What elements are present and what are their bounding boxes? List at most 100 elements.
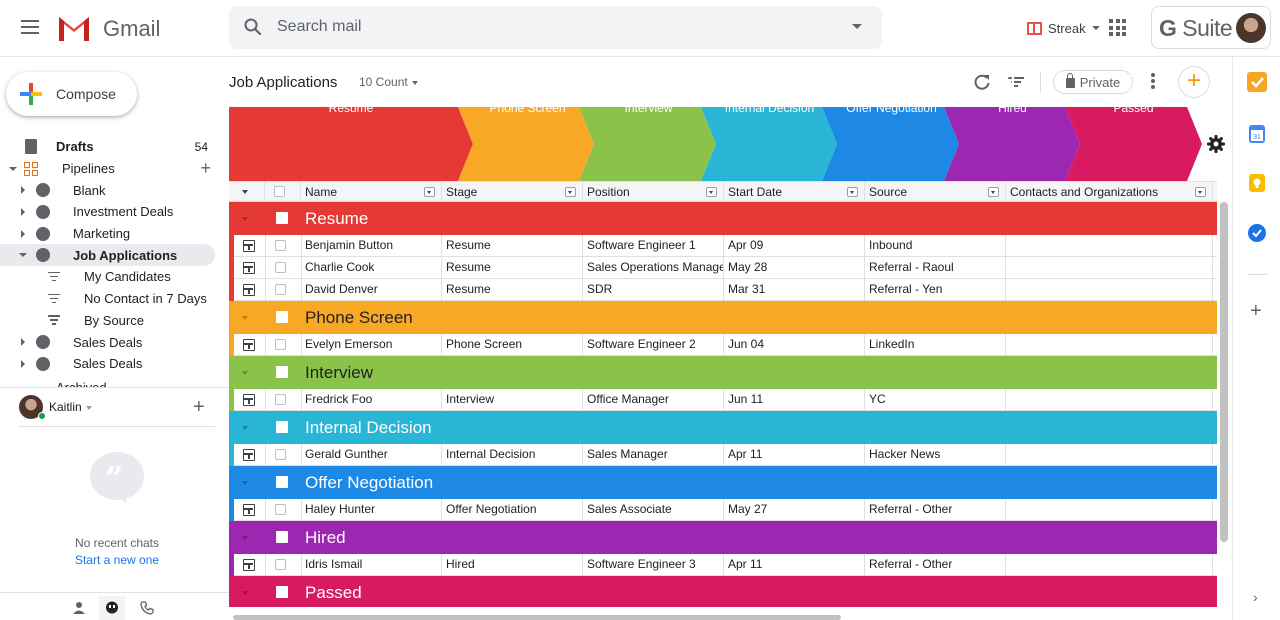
stage-internal-decision[interactable]: 1 Internal Decision <box>707 57 832 131</box>
stage-phone-screen[interactable]: 1 Phone Screen <box>465 57 590 131</box>
pipeline-settings-button[interactable] <box>1199 107 1232 181</box>
vertical-scrollbar[interactable] <box>1220 202 1228 542</box>
stage-arrow-internal-decision[interactable] <box>701 107 837 181</box>
cell-position[interactable]: Software Engineer 3 <box>583 554 724 576</box>
cell-stage[interactable]: Resume <box>442 279 583 301</box>
cell-stage[interactable]: Phone Screen <box>442 334 583 356</box>
column-menu-icon[interactable] <box>565 187 576 197</box>
group-checkbox[interactable] <box>276 311 288 323</box>
table-row[interactable]: Idris Ismail Hired Software Engineer 3 A… <box>229 554 1217 576</box>
nav-item-drafts[interactable]: Drafts 54 <box>0 136 229 158</box>
apps-grid-icon[interactable] <box>1109 19 1126 36</box>
chevron-right-icon[interactable] <box>21 359 25 368</box>
cell-name[interactable]: Gerald Gunther <box>301 444 442 466</box>
cell-position[interactable]: Sales Manager <box>583 444 724 466</box>
chevron-down-icon[interactable] <box>242 481 248 485</box>
open-box-icon[interactable] <box>243 394 255 406</box>
horizontal-scrollbar[interactable] <box>233 615 841 620</box>
chevron-right-icon[interactable] <box>21 229 25 238</box>
row-checkbox[interactable] <box>275 504 286 515</box>
contacts-tab[interactable] <box>66 596 92 620</box>
open-box-icon[interactable] <box>243 284 255 296</box>
stage-arrow-interview[interactable] <box>579 107 716 181</box>
cell-contacts[interactable] <box>1006 279 1213 301</box>
row-checkbox[interactable] <box>275 284 286 295</box>
group-checkbox[interactable] <box>276 476 288 488</box>
cell-source[interactable]: Inbound <box>865 235 1006 257</box>
cell-contacts[interactable] <box>1006 334 1213 356</box>
header-expand-cell[interactable] <box>229 182 265 203</box>
cell-start-date[interactable]: Apr 11 <box>724 554 865 576</box>
keep-icon[interactable] <box>1249 174 1265 192</box>
chevron-down-icon[interactable] <box>242 371 248 375</box>
cell-start-date[interactable]: Apr 11 <box>724 444 865 466</box>
row-checkbox[interactable] <box>275 559 286 570</box>
row-checkbox[interactable] <box>275 394 286 405</box>
cell-name[interactable]: Idris Ismail <box>301 554 442 576</box>
row-checkbox[interactable] <box>275 339 286 350</box>
cell-source[interactable]: Referral - Other <box>865 499 1006 521</box>
cell-stage[interactable]: Hired <box>442 554 583 576</box>
chevron-right-icon[interactable]: › <box>1253 589 1258 605</box>
stage-arrow-offer-negotiation[interactable] <box>822 107 959 181</box>
cell-contacts[interactable] <box>1006 444 1213 466</box>
open-box-icon[interactable] <box>243 240 255 252</box>
cell-start-date[interactable]: Jun 11 <box>724 389 865 411</box>
cell-position[interactable]: SDR <box>583 279 724 301</box>
row-checkbox[interactable] <box>275 449 286 460</box>
stage-passed[interactable]: 1 Passed <box>1071 57 1196 131</box>
cell-start-date[interactable]: Apr 09 <box>724 235 865 257</box>
cell-source[interactable]: Referral - Yen <box>865 279 1006 301</box>
chevron-down-icon[interactable] <box>242 536 248 540</box>
stage-arrow-hired[interactable] <box>944 107 1080 181</box>
column-header-start-date[interactable]: Start Date <box>724 182 865 203</box>
account-avatar[interactable] <box>1236 13 1266 43</box>
chevron-down-icon[interactable] <box>86 406 92 410</box>
table-row[interactable]: David Denver Resume SDR Mar 31 Referral … <box>229 279 1217 301</box>
cell-start-date[interactable]: Jun 04 <box>724 334 865 356</box>
group-row-internal-decision[interactable]: Internal Decision <box>229 411 1217 444</box>
start-new-chat-link[interactable]: Start a new one <box>74 553 160 567</box>
group-row-phone-screen[interactable]: Phone Screen <box>229 301 1217 334</box>
table-row[interactable]: Benjamin Button Resume Software Engineer… <box>229 235 1217 257</box>
cell-position[interactable]: Sales Operations Manager <box>583 257 724 279</box>
add-box-button[interactable]: + <box>1178 66 1210 98</box>
search-input[interactable] <box>277 14 837 40</box>
table-row[interactable]: Charlie Cook Resume Sales Operations Man… <box>229 257 1217 279</box>
gmail-wordmark[interactable]: Gmail <box>103 16 161 41</box>
cell-contacts[interactable] <box>1006 235 1213 257</box>
stage-hired[interactable]: 1 Hired <box>950 57 1075 131</box>
nav-item-job-applications[interactable]: Job Applications <box>0 244 215 267</box>
group-row-passed[interactable]: Passed <box>229 576 1217 607</box>
nav-item-my-candidates[interactable]: My Candidates <box>0 266 229 288</box>
stage-offer-negotiation[interactable]: 1 Offer Negotiation <box>829 57 954 131</box>
group-checkbox[interactable] <box>276 531 288 543</box>
cell-source[interactable]: LinkedIn <box>865 334 1006 356</box>
cell-stage[interactable]: Resume <box>442 235 583 257</box>
cell-position[interactable]: Sales Associate <box>583 499 724 521</box>
nav-item-by-source[interactable]: By Source <box>0 310 229 332</box>
cell-source[interactable]: YC <box>865 389 1006 411</box>
cell-contacts[interactable] <box>1006 554 1213 576</box>
cell-name[interactable]: David Denver <box>301 279 442 301</box>
chevron-right-icon[interactable] <box>21 338 25 347</box>
group-checkbox[interactable] <box>276 212 288 224</box>
cell-stage[interactable]: Internal Decision <box>442 444 583 466</box>
cell-position[interactable]: Software Engineer 2 <box>583 334 724 356</box>
search-icon[interactable] <box>243 17 263 37</box>
column-header-contacts[interactable]: Contacts and Organizations <box>1006 182 1213 203</box>
column-menu-icon[interactable] <box>706 187 717 197</box>
more-options-icon[interactable] <box>1150 73 1156 91</box>
open-box-icon[interactable] <box>243 504 255 516</box>
compose-button[interactable]: Compose <box>6 72 137 116</box>
add-pipeline-button[interactable]: + <box>200 158 211 179</box>
nav-item-pipelines[interactable]: Pipelines + <box>0 158 229 180</box>
cell-name[interactable]: Evelyn Emerson <box>301 334 442 356</box>
column-menu-icon[interactable] <box>424 187 435 197</box>
open-box-icon[interactable] <box>243 339 255 351</box>
table-row[interactable]: Evelyn Emerson Phone Screen Software Eng… <box>229 334 1217 356</box>
group-row-offer-negotiation[interactable]: Offer Negotiation <box>229 466 1217 499</box>
private-toggle-button[interactable]: Private <box>1053 70 1133 94</box>
table-row[interactable]: Gerald Gunther Internal Decision Sales M… <box>229 444 1217 466</box>
nav-item-investment-deals[interactable]: Investment Deals <box>0 201 229 223</box>
